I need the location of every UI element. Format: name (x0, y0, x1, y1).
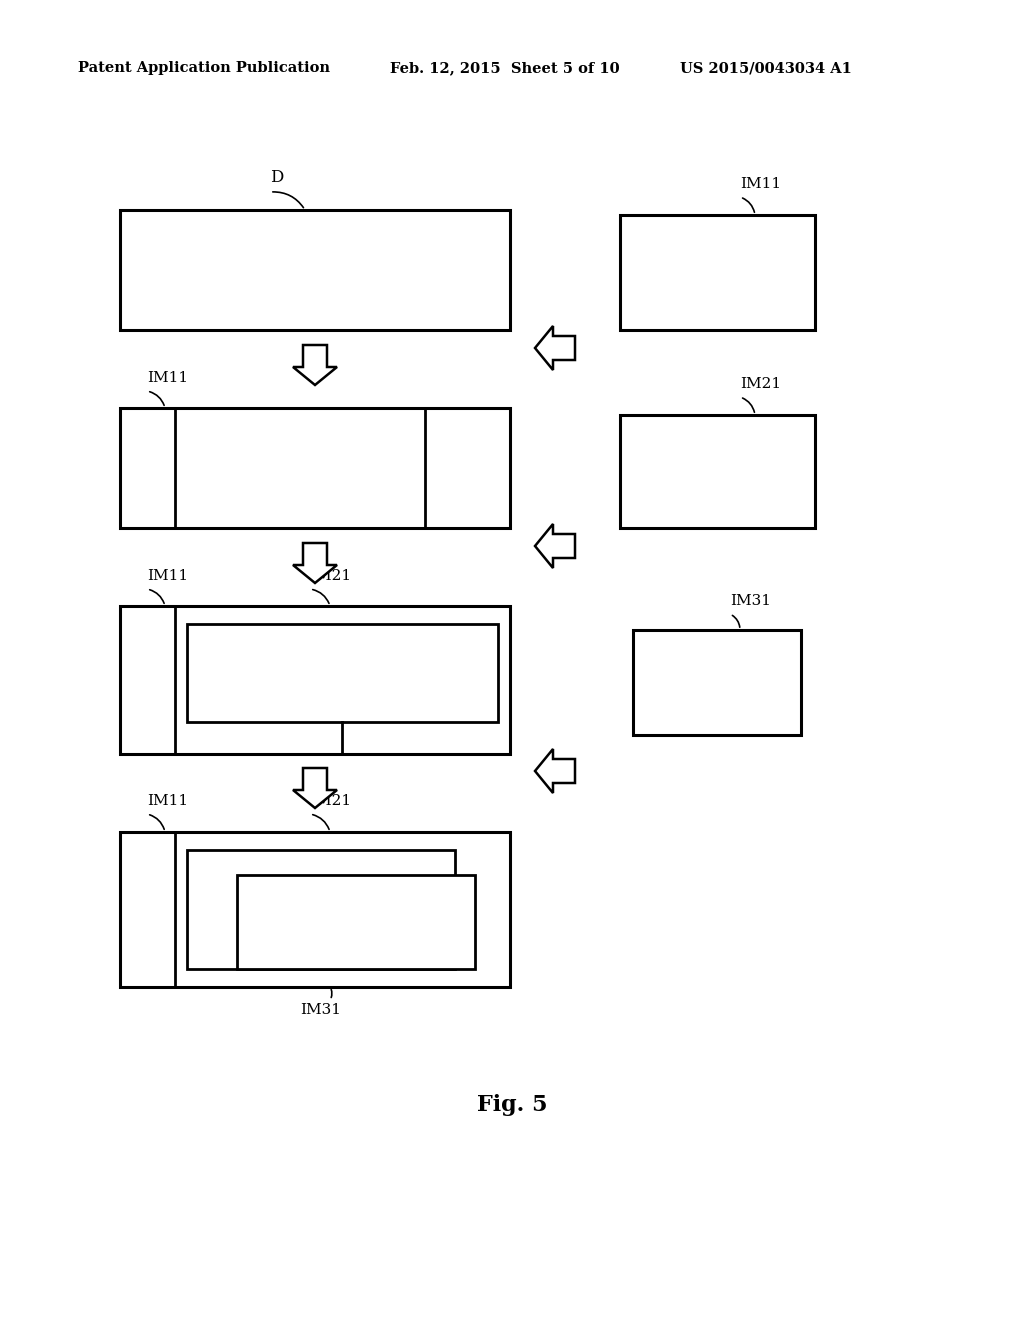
Text: IM21: IM21 (310, 795, 351, 808)
Bar (187, 624, 498, 722)
Polygon shape (535, 524, 575, 568)
Text: IM11: IM11 (147, 371, 188, 385)
Bar (620, 414, 815, 528)
Text: IM21: IM21 (310, 569, 351, 583)
Text: IM31: IM31 (300, 1003, 341, 1016)
Text: IM31: IM31 (730, 594, 771, 609)
Polygon shape (293, 543, 337, 583)
Bar (120, 606, 510, 754)
Bar (187, 850, 455, 969)
Text: IM11: IM11 (740, 177, 781, 191)
Text: D: D (270, 169, 284, 186)
Polygon shape (535, 326, 575, 370)
Text: IM11: IM11 (147, 569, 188, 583)
Text: US 2015/0043034 A1: US 2015/0043034 A1 (680, 61, 852, 75)
Polygon shape (293, 345, 337, 385)
Bar (120, 832, 510, 987)
Bar (120, 210, 510, 330)
Text: IM11: IM11 (147, 795, 188, 808)
Text: Patent Application Publication: Patent Application Publication (78, 61, 330, 75)
Text: Fig. 5: Fig. 5 (477, 1094, 547, 1115)
Bar (120, 408, 510, 528)
Bar (633, 630, 801, 735)
Polygon shape (293, 768, 337, 808)
Text: Feb. 12, 2015  Sheet 5 of 10: Feb. 12, 2015 Sheet 5 of 10 (390, 61, 620, 75)
Text: IM21: IM21 (740, 378, 781, 391)
Bar (237, 875, 475, 969)
Polygon shape (535, 748, 575, 793)
Bar (620, 215, 815, 330)
